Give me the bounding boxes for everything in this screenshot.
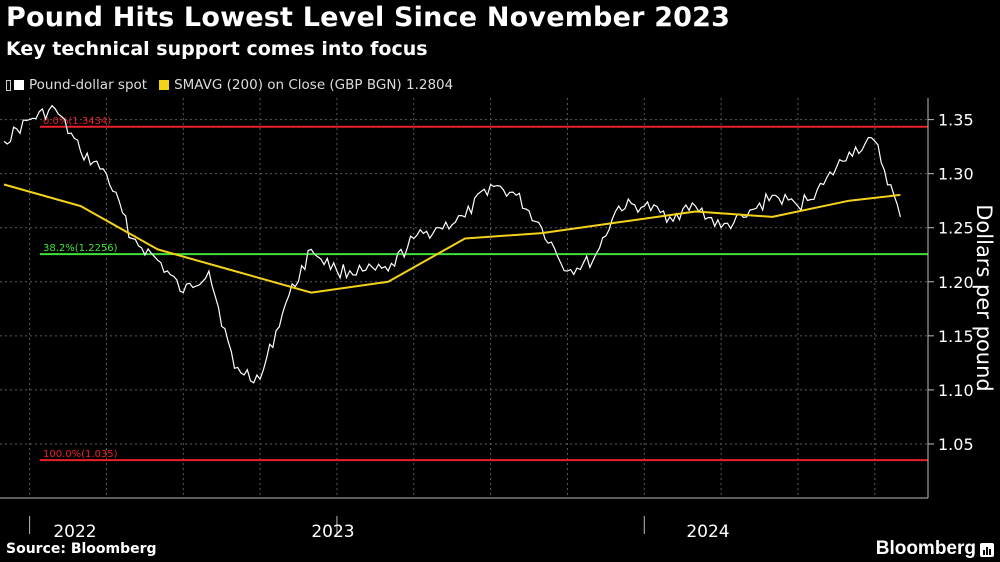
level-label: 100.0%(1.035) (43, 449, 118, 460)
y-tick-label: 1.15 (938, 327, 974, 346)
legend: Pound-dollar spot SMAVG (200) on Close (… (6, 77, 465, 93)
bloomberg-logo: Bloomberg (875, 538, 976, 559)
y-axis-label: Dollars per pound (972, 204, 996, 392)
series-smavg-line (3, 183, 901, 294)
y-tick-label: 1.05 (938, 435, 974, 454)
chart-title: Pound Hits Lowest Level Since November 2… (6, 2, 731, 33)
legend-item-spot: Pound-dollar spot (6, 77, 147, 93)
grid (0, 98, 928, 498)
y-tick-label: 1.20 (938, 273, 974, 292)
y-tick-label: 1.35 (938, 111, 974, 130)
x-tick-label: 2023 (311, 522, 354, 542)
level-label: 0.0%(1.3434) (43, 116, 111, 127)
legend-item-smavg: SMAVG (200) on Close (GBP BGN) 1.2804 (159, 77, 453, 93)
legend-swatch-spot (14, 80, 24, 90)
axes: 1.05 1.10 1.15 1.20 1.25 1.30 1.35 2022 2023 2024… (0, 98, 996, 542)
level-label: 38.2%(1.2256) (43, 243, 118, 254)
legend-label-smavg: SMAVG (200) on Close (GBP BGN) 1.2804 (174, 77, 454, 93)
x-tick-label: 2022 (53, 522, 96, 542)
y-tick-label: 1.10 (938, 381, 974, 400)
chart-subtitle: Key technical support comes into focus (6, 38, 428, 60)
source-note: Source: Bloomberg (6, 541, 157, 557)
series-lines (3, 104, 901, 384)
legend-label-spot: Pound-dollar spot (29, 77, 148, 93)
series-spot-line (3, 104, 901, 384)
y-tick-label: 1.25 (938, 219, 974, 238)
legend-swatch-smavg (159, 80, 170, 90)
bloomberg-chart-icon (980, 543, 994, 557)
fib-levels: 0.0%(1.3434) 38.2%(1.2256) 100.0%(1.035) (40, 116, 928, 462)
y-tick-label: 1.30 (938, 165, 974, 184)
candle-icon (6, 79, 11, 91)
x-tick-label: 2024 (686, 522, 729, 542)
